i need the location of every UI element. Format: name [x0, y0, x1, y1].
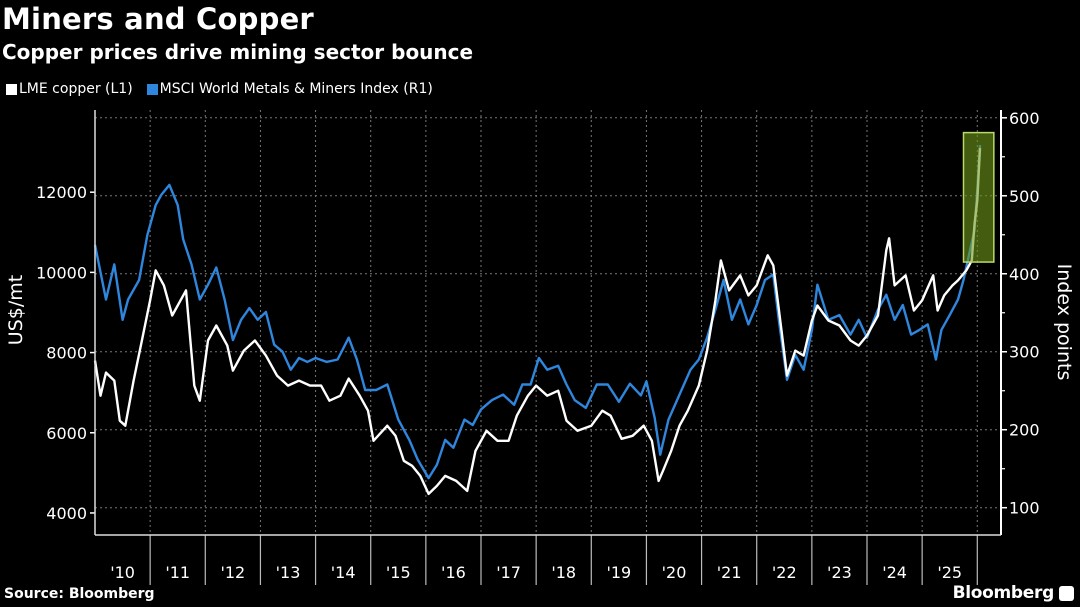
grid	[95, 110, 1001, 535]
y-right-tick-label: 400	[1009, 265, 1040, 284]
x-tick-label: '19	[606, 563, 631, 582]
series-lines	[93, 145, 982, 496]
x-tick-label: '13	[276, 563, 301, 582]
y-left-tick-label: 12000	[36, 183, 87, 202]
y-left-tick-label: 4000	[46, 504, 87, 523]
legend-label-miners: MSCI World Metals & Miners Index (R1)	[159, 81, 433, 97]
legend-swatch-copper	[6, 83, 17, 95]
y-left-tick-label: 6000	[46, 424, 87, 443]
x-tick-label: '12	[220, 563, 245, 582]
x-tick-label: '16	[441, 563, 466, 582]
source-note: Source: Bloomberg	[4, 586, 155, 602]
x-tick-label: '20	[662, 563, 687, 582]
y-right-tick-label: 600	[1009, 109, 1040, 128]
y-right-tick-label: 500	[1009, 187, 1040, 206]
legend-item-copper: LME copper (L1)	[6, 81, 133, 97]
x-tick-label: '21	[717, 563, 742, 582]
x-tick-label: '10	[110, 563, 135, 582]
y-left-tick-label: 8000	[46, 344, 87, 363]
miners-index-line	[93, 145, 982, 480]
bloomberg-chart-icon	[1059, 586, 1074, 601]
x-tick-label: '24	[882, 563, 907, 582]
chart-subtitle: Copper prices drive mining sector bounce	[2, 40, 474, 64]
x-tick-label: '17	[496, 563, 521, 582]
axes: 100 200 300 400 500 600 '10 '11 '12 '13 '14 '15 '16 '…	[36, 109, 1040, 585]
x-tick-label: '25	[937, 563, 962, 582]
x-tick-label: '22	[772, 563, 797, 582]
y-right-axis-title: Index points	[1053, 264, 1075, 381]
y-left-tick-label: 10000	[36, 263, 87, 282]
x-tick-label: '14	[331, 563, 356, 582]
y-right-tick-label: 300	[1009, 343, 1040, 362]
x-tick-label: '18	[551, 563, 576, 582]
legend: LME copper (L1) MSCI World Metals & Mine…	[6, 81, 433, 97]
y-left-axis-title: US$/mt	[5, 275, 27, 345]
legend-label-copper: LME copper (L1)	[19, 81, 133, 97]
y-right-tick-label: 100	[1009, 499, 1040, 518]
x-tick-label: '15	[386, 563, 411, 582]
y-right-tick-label: 200	[1009, 421, 1040, 440]
copper-line	[93, 148, 982, 496]
bloomberg-logo: Bloomberg	[952, 583, 1055, 603]
x-tick-label: '23	[827, 563, 852, 582]
x-tick-label: '11	[165, 563, 190, 582]
chart-title: Miners and Copper	[2, 2, 314, 36]
legend-swatch-miners	[146, 83, 158, 95]
legend-item-miners: MSCI World Metals & Miners Index (R1)	[146, 81, 433, 97]
highlight-box	[962, 131, 995, 263]
